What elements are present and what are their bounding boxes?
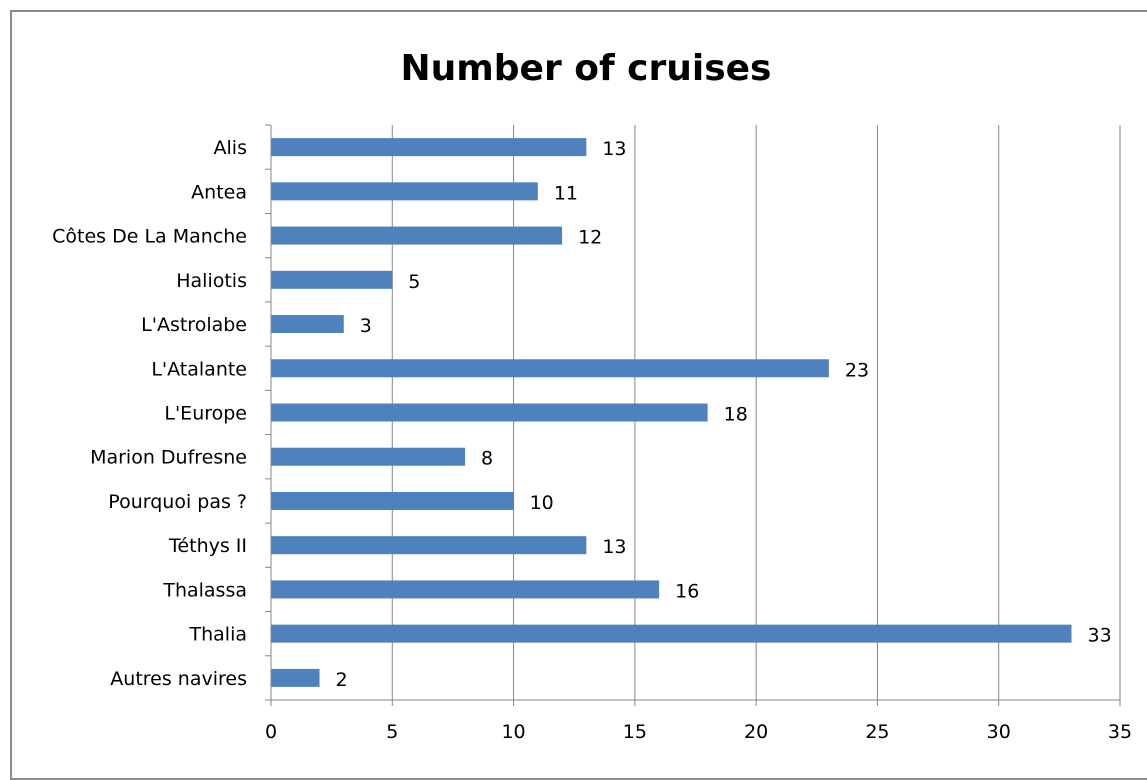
axes — [265, 124, 1121, 706]
bar — [271, 668, 320, 687]
category-label: L'Europe — [164, 403, 247, 425]
x-tick-label: 35 — [1108, 721, 1132, 743]
data-label: 11 — [554, 182, 578, 204]
category-label: L'Atalante — [151, 358, 247, 380]
category-label: Téthys II — [168, 535, 247, 557]
bar — [271, 138, 587, 157]
data-label: 18 — [724, 404, 748, 426]
category-label: Thalassa — [162, 579, 247, 601]
data-label: 13 — [602, 138, 626, 160]
bar — [271, 182, 538, 201]
data-label: 12 — [578, 227, 602, 249]
data-label: 10 — [530, 492, 554, 514]
chart-title: Number of cruises — [400, 48, 771, 89]
x-tick-label: 30 — [987, 721, 1011, 743]
bar — [271, 491, 514, 510]
category-label: Thalia — [189, 624, 248, 646]
bar — [271, 226, 563, 245]
category-label: Haliotis — [176, 270, 247, 292]
data-label: 3 — [360, 315, 372, 337]
category-label: Marion Dufresne — [90, 447, 247, 469]
bar — [271, 315, 344, 334]
data-label: 8 — [481, 448, 493, 470]
x-tick-label: 10 — [501, 721, 525, 743]
x-tick-label: 20 — [744, 721, 768, 743]
x-tick-label: 5 — [386, 721, 398, 743]
bar — [271, 270, 393, 289]
data-label: 33 — [1087, 625, 1111, 647]
bar — [271, 359, 829, 378]
bar — [271, 536, 587, 555]
category-label: Antea — [191, 181, 247, 203]
x-tick-label: 25 — [865, 721, 889, 743]
bar — [271, 447, 466, 466]
bar — [271, 403, 708, 422]
bar — [271, 624, 1072, 643]
data-label: 2 — [336, 669, 348, 691]
category-label: L'Astrolabe — [141, 314, 247, 336]
bar — [271, 580, 660, 599]
category-label: Autres navires — [110, 668, 247, 690]
category-label: Alis — [214, 137, 247, 159]
x-tick-label: 15 — [623, 721, 647, 743]
category-label: Côtes De La Manche — [52, 226, 247, 248]
category-label: Pourquoi pas ? — [108, 491, 247, 513]
data-label: 16 — [675, 580, 699, 602]
x-tick-label: 0 — [265, 721, 277, 743]
data-label: 5 — [408, 271, 420, 293]
data-label: 23 — [845, 359, 869, 381]
bars — [271, 138, 1072, 687]
data-label: 13 — [602, 536, 626, 558]
